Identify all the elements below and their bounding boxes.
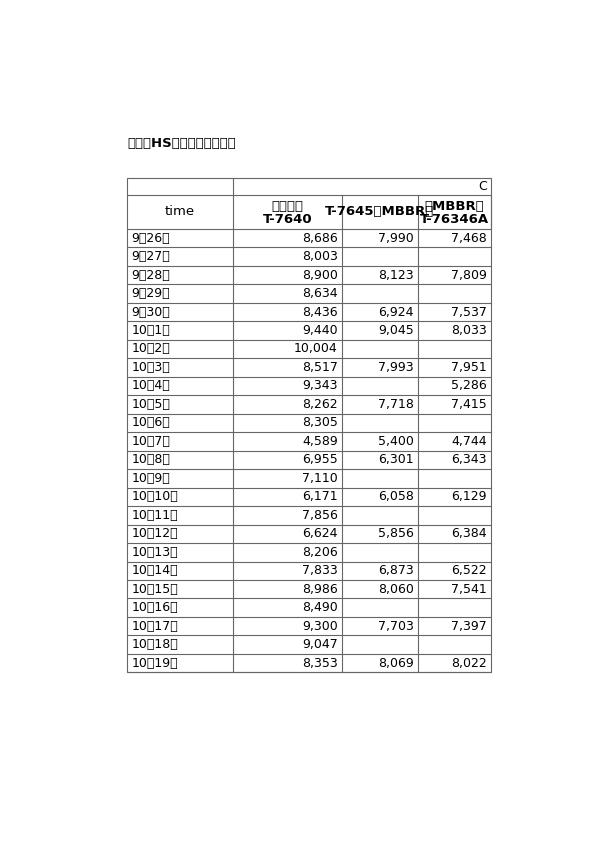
Text: 10月4日: 10月4日 xyxy=(131,380,171,392)
Text: T-7645（MBBR）: T-7645（MBBR） xyxy=(325,205,434,218)
Text: 7,951: 7,951 xyxy=(451,361,487,374)
Text: 7,397: 7,397 xyxy=(451,620,487,632)
Text: 7,833: 7,833 xyxy=(302,564,338,578)
Text: 6,924: 6,924 xyxy=(378,306,414,318)
Text: 9,343: 9,343 xyxy=(302,380,338,392)
Text: 10月14日: 10月14日 xyxy=(131,564,178,578)
Text: 8,436: 8,436 xyxy=(302,306,338,318)
Text: 10月8日: 10月8日 xyxy=(131,453,171,466)
Text: 5,856: 5,856 xyxy=(378,527,414,541)
Text: 4,589: 4,589 xyxy=(302,434,338,448)
Text: 4,744: 4,744 xyxy=(451,434,487,448)
Text: 6,129: 6,129 xyxy=(451,490,487,504)
Text: 8,900: 8,900 xyxy=(302,269,338,281)
Text: 6,955: 6,955 xyxy=(302,453,338,466)
Text: 10月16日: 10月16日 xyxy=(131,601,178,614)
Text: 10月2日: 10月2日 xyxy=(131,343,171,355)
Text: 9,045: 9,045 xyxy=(378,324,414,337)
Text: 5,286: 5,286 xyxy=(451,380,487,392)
Text: 10月12日: 10月12日 xyxy=(131,527,178,541)
Text: 7,537: 7,537 xyxy=(451,306,487,318)
Text: 6,624: 6,624 xyxy=(302,527,338,541)
Text: 8,123: 8,123 xyxy=(378,269,414,281)
Text: 6,522: 6,522 xyxy=(451,564,487,578)
Text: 10月5日: 10月5日 xyxy=(131,398,171,411)
Bar xyxy=(127,178,490,673)
Text: 10月13日: 10月13日 xyxy=(131,546,178,559)
Text: 10月3日: 10月3日 xyxy=(131,361,171,374)
Text: 8,986: 8,986 xyxy=(302,583,338,596)
Text: C: C xyxy=(479,180,487,193)
Text: 9,440: 9,440 xyxy=(302,324,338,337)
Text: 10月15日: 10月15日 xyxy=(131,583,178,596)
Text: 7,993: 7,993 xyxy=(378,361,414,374)
Text: 6,301: 6,301 xyxy=(378,453,414,466)
Text: 7,856: 7,856 xyxy=(302,509,338,522)
Text: 7,703: 7,703 xyxy=(378,620,414,632)
Text: 6,058: 6,058 xyxy=(378,490,414,504)
Text: 8,003: 8,003 xyxy=(302,250,338,263)
Text: 8,022: 8,022 xyxy=(451,657,487,669)
Text: 10,004: 10,004 xyxy=(294,343,338,355)
Text: 5,400: 5,400 xyxy=(378,434,414,448)
Text: 10月17日: 10月17日 xyxy=(131,620,178,632)
Text: T-7640: T-7640 xyxy=(262,213,312,226)
Text: 6,873: 6,873 xyxy=(378,564,414,578)
Text: 9,300: 9,300 xyxy=(302,620,338,632)
Text: 8,069: 8,069 xyxy=(378,657,414,669)
Text: 8,060: 8,060 xyxy=(378,583,414,596)
Text: 7,718: 7,718 xyxy=(378,398,414,411)
Text: 8,262: 8,262 xyxy=(302,398,338,411)
Text: 8,305: 8,305 xyxy=(302,417,338,429)
Text: 7,415: 7,415 xyxy=(451,398,487,411)
Text: 6,384: 6,384 xyxy=(451,527,487,541)
Text: 9月27日: 9月27日 xyxy=(131,250,171,263)
Text: T-76346A: T-76346A xyxy=(419,213,488,226)
Text: 6,343: 6,343 xyxy=(451,453,487,466)
Text: 9,047: 9,047 xyxy=(302,638,338,651)
Text: 7,541: 7,541 xyxy=(451,583,487,596)
Text: 7,110: 7,110 xyxy=(302,472,338,485)
Text: 8,353: 8,353 xyxy=(302,657,338,669)
Text: 7,809: 7,809 xyxy=(451,269,487,281)
Text: 8,490: 8,490 xyxy=(302,601,338,614)
Text: 8,033: 8,033 xyxy=(451,324,487,337)
Text: 活性汚泥: 活性汚泥 xyxy=(271,200,303,213)
Text: 9月30日: 9月30日 xyxy=(131,306,171,318)
Text: 10月1日: 10月1日 xyxy=(131,324,171,337)
Text: 8,517: 8,517 xyxy=(302,361,338,374)
Text: 10月19日: 10月19日 xyxy=(131,657,178,669)
Text: 6,171: 6,171 xyxy=(302,490,338,504)
Text: 8,634: 8,634 xyxy=(302,287,338,300)
Text: 10月7日: 10月7日 xyxy=(131,434,171,448)
Text: 10月18日: 10月18日 xyxy=(131,638,178,651)
Text: 9月28日: 9月28日 xyxy=(131,269,171,281)
Text: 9月29日: 9月29日 xyxy=(131,287,170,300)
Text: 9月26日: 9月26日 xyxy=(131,232,170,244)
Text: 7,990: 7,990 xyxy=(378,232,414,244)
Text: 高塩分HSを含む系列の祢化: 高塩分HSを含む系列の祢化 xyxy=(127,137,236,150)
Text: 7,468: 7,468 xyxy=(451,232,487,244)
Text: 10月9日: 10月9日 xyxy=(131,472,171,485)
Text: 10月6日: 10月6日 xyxy=(131,417,171,429)
Text: 8,686: 8,686 xyxy=(302,232,338,244)
Text: 8,206: 8,206 xyxy=(302,546,338,559)
Text: time: time xyxy=(165,205,195,218)
Text: 10月11日: 10月11日 xyxy=(131,509,178,522)
Text: （MBBR）: （MBBR） xyxy=(424,200,484,213)
Text: 10月10日: 10月10日 xyxy=(131,490,178,504)
